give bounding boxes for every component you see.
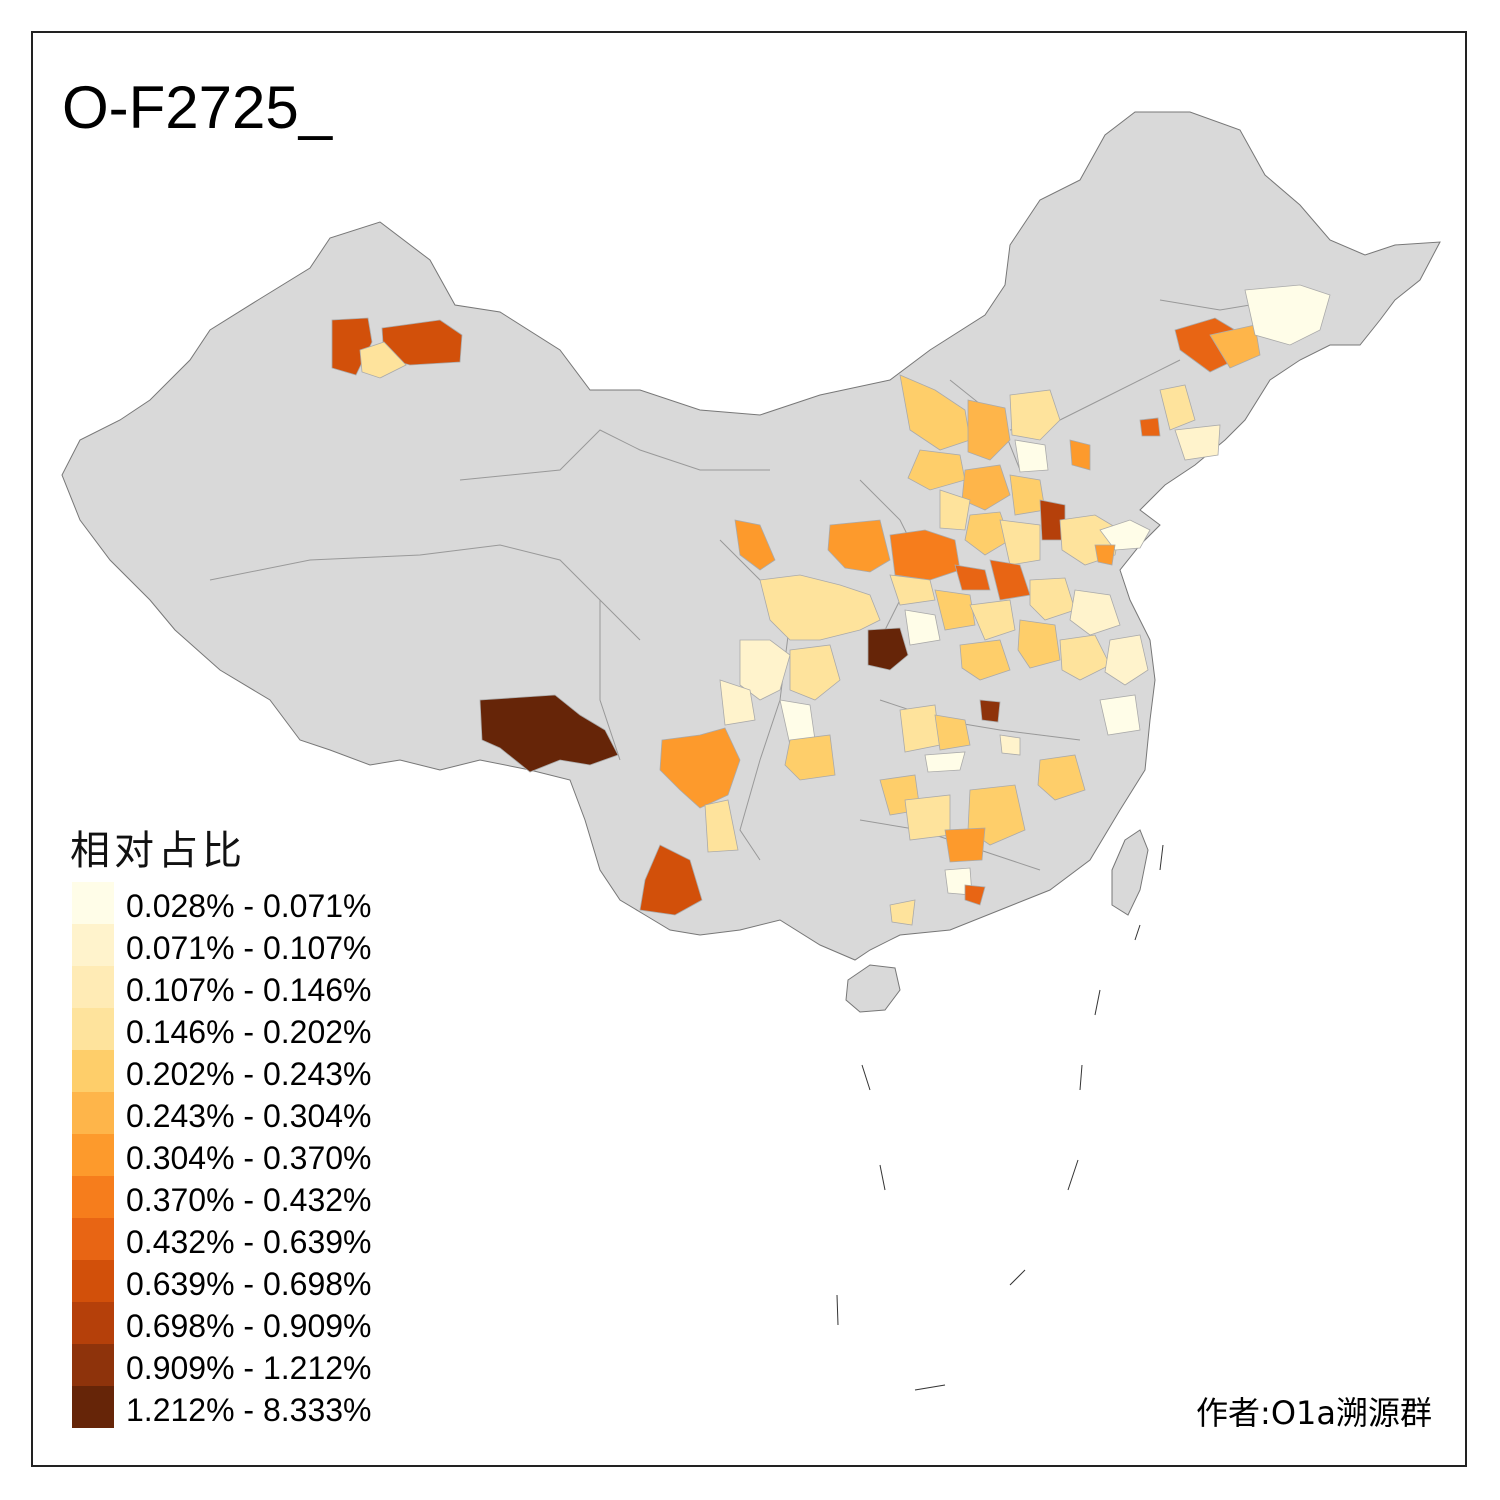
legend-swatch — [72, 1176, 114, 1218]
region — [999, 519, 1041, 566]
legend-swatch — [72, 966, 114, 1008]
region — [899, 704, 941, 753]
region — [1009, 474, 1046, 516]
region — [979, 699, 1001, 723]
legend-swatch — [72, 1092, 114, 1134]
legend-label: 0.304% - 0.370% — [126, 1140, 372, 1176]
region — [1037, 754, 1086, 801]
region — [1094, 544, 1116, 566]
region — [939, 489, 971, 531]
region — [1059, 634, 1111, 681]
region — [934, 589, 976, 631]
region — [1009, 389, 1061, 441]
region — [904, 794, 951, 841]
region — [639, 844, 703, 916]
taiwan-island — [1111, 829, 1149, 916]
region — [954, 564, 991, 591]
legend-swatch — [72, 1008, 114, 1050]
region — [1014, 439, 1049, 473]
legend-label: 0.370% - 0.432% — [126, 1182, 372, 1218]
legend-swatch — [72, 1302, 114, 1344]
legend-label: 1.212% - 8.333% — [126, 1392, 372, 1428]
region — [944, 827, 986, 863]
region — [904, 609, 941, 646]
region — [1017, 619, 1061, 669]
region — [907, 449, 966, 491]
legend-title: 相对占比 — [70, 828, 246, 874]
legend-label: 0.432% - 0.639% — [126, 1224, 372, 1260]
region — [999, 734, 1021, 756]
region — [734, 519, 776, 571]
legend-label: 0.698% - 0.909% — [126, 1308, 372, 1344]
region — [704, 799, 739, 853]
region — [867, 627, 909, 671]
region — [969, 599, 1016, 641]
region — [739, 639, 791, 701]
author-credit: 作者:O1a溯源群 — [1196, 1394, 1432, 1432]
region — [659, 727, 741, 809]
choropleth-regions — [331, 284, 1331, 926]
region — [1069, 439, 1091, 471]
legend-swatch — [72, 1344, 114, 1386]
legend-label: 0.146% - 0.202% — [126, 1014, 372, 1050]
region — [1159, 384, 1196, 431]
map-title: O-F2725_ — [62, 74, 333, 141]
region — [889, 899, 916, 926]
legend-swatch — [72, 1050, 114, 1092]
region — [964, 884, 986, 906]
region — [1209, 324, 1261, 369]
region — [759, 574, 881, 641]
region — [784, 734, 836, 781]
region — [1099, 694, 1141, 736]
legend-label: 0.028% - 0.071% — [126, 888, 372, 924]
hainan-island — [845, 964, 901, 1013]
region — [827, 519, 891, 573]
legend-swatch — [72, 1134, 114, 1176]
region — [1029, 577, 1076, 621]
region — [1104, 634, 1149, 686]
south-china-sea-lines — [836, 844, 1164, 1391]
region — [1139, 417, 1161, 437]
legend-label: 0.071% - 0.107% — [126, 930, 372, 966]
legend-swatch — [72, 924, 114, 966]
legend-label: 0.639% - 0.698% — [126, 1266, 372, 1302]
legend-swatch — [72, 1260, 114, 1302]
region — [934, 714, 971, 751]
region — [359, 341, 407, 379]
region — [924, 751, 966, 773]
region — [789, 644, 841, 701]
legend-label: 0.909% - 1.212% — [126, 1350, 372, 1386]
legend-swatch — [72, 1386, 114, 1428]
legend-label: 0.202% - 0.243% — [126, 1056, 372, 1092]
legend-swatch — [72, 882, 114, 924]
region — [967, 399, 1011, 461]
region — [719, 679, 756, 726]
region — [959, 639, 1011, 681]
map-frame — [31, 31, 1467, 1467]
legend-label: 0.243% - 0.304% — [126, 1098, 372, 1134]
region — [479, 694, 619, 773]
region — [1174, 424, 1221, 461]
legend-swatch — [72, 1218, 114, 1260]
region — [961, 464, 1011, 511]
region — [889, 574, 936, 606]
region — [964, 511, 1011, 556]
region — [1244, 284, 1331, 346]
region — [1069, 589, 1121, 636]
legend-label: 0.107% - 0.146% — [126, 972, 372, 1008]
